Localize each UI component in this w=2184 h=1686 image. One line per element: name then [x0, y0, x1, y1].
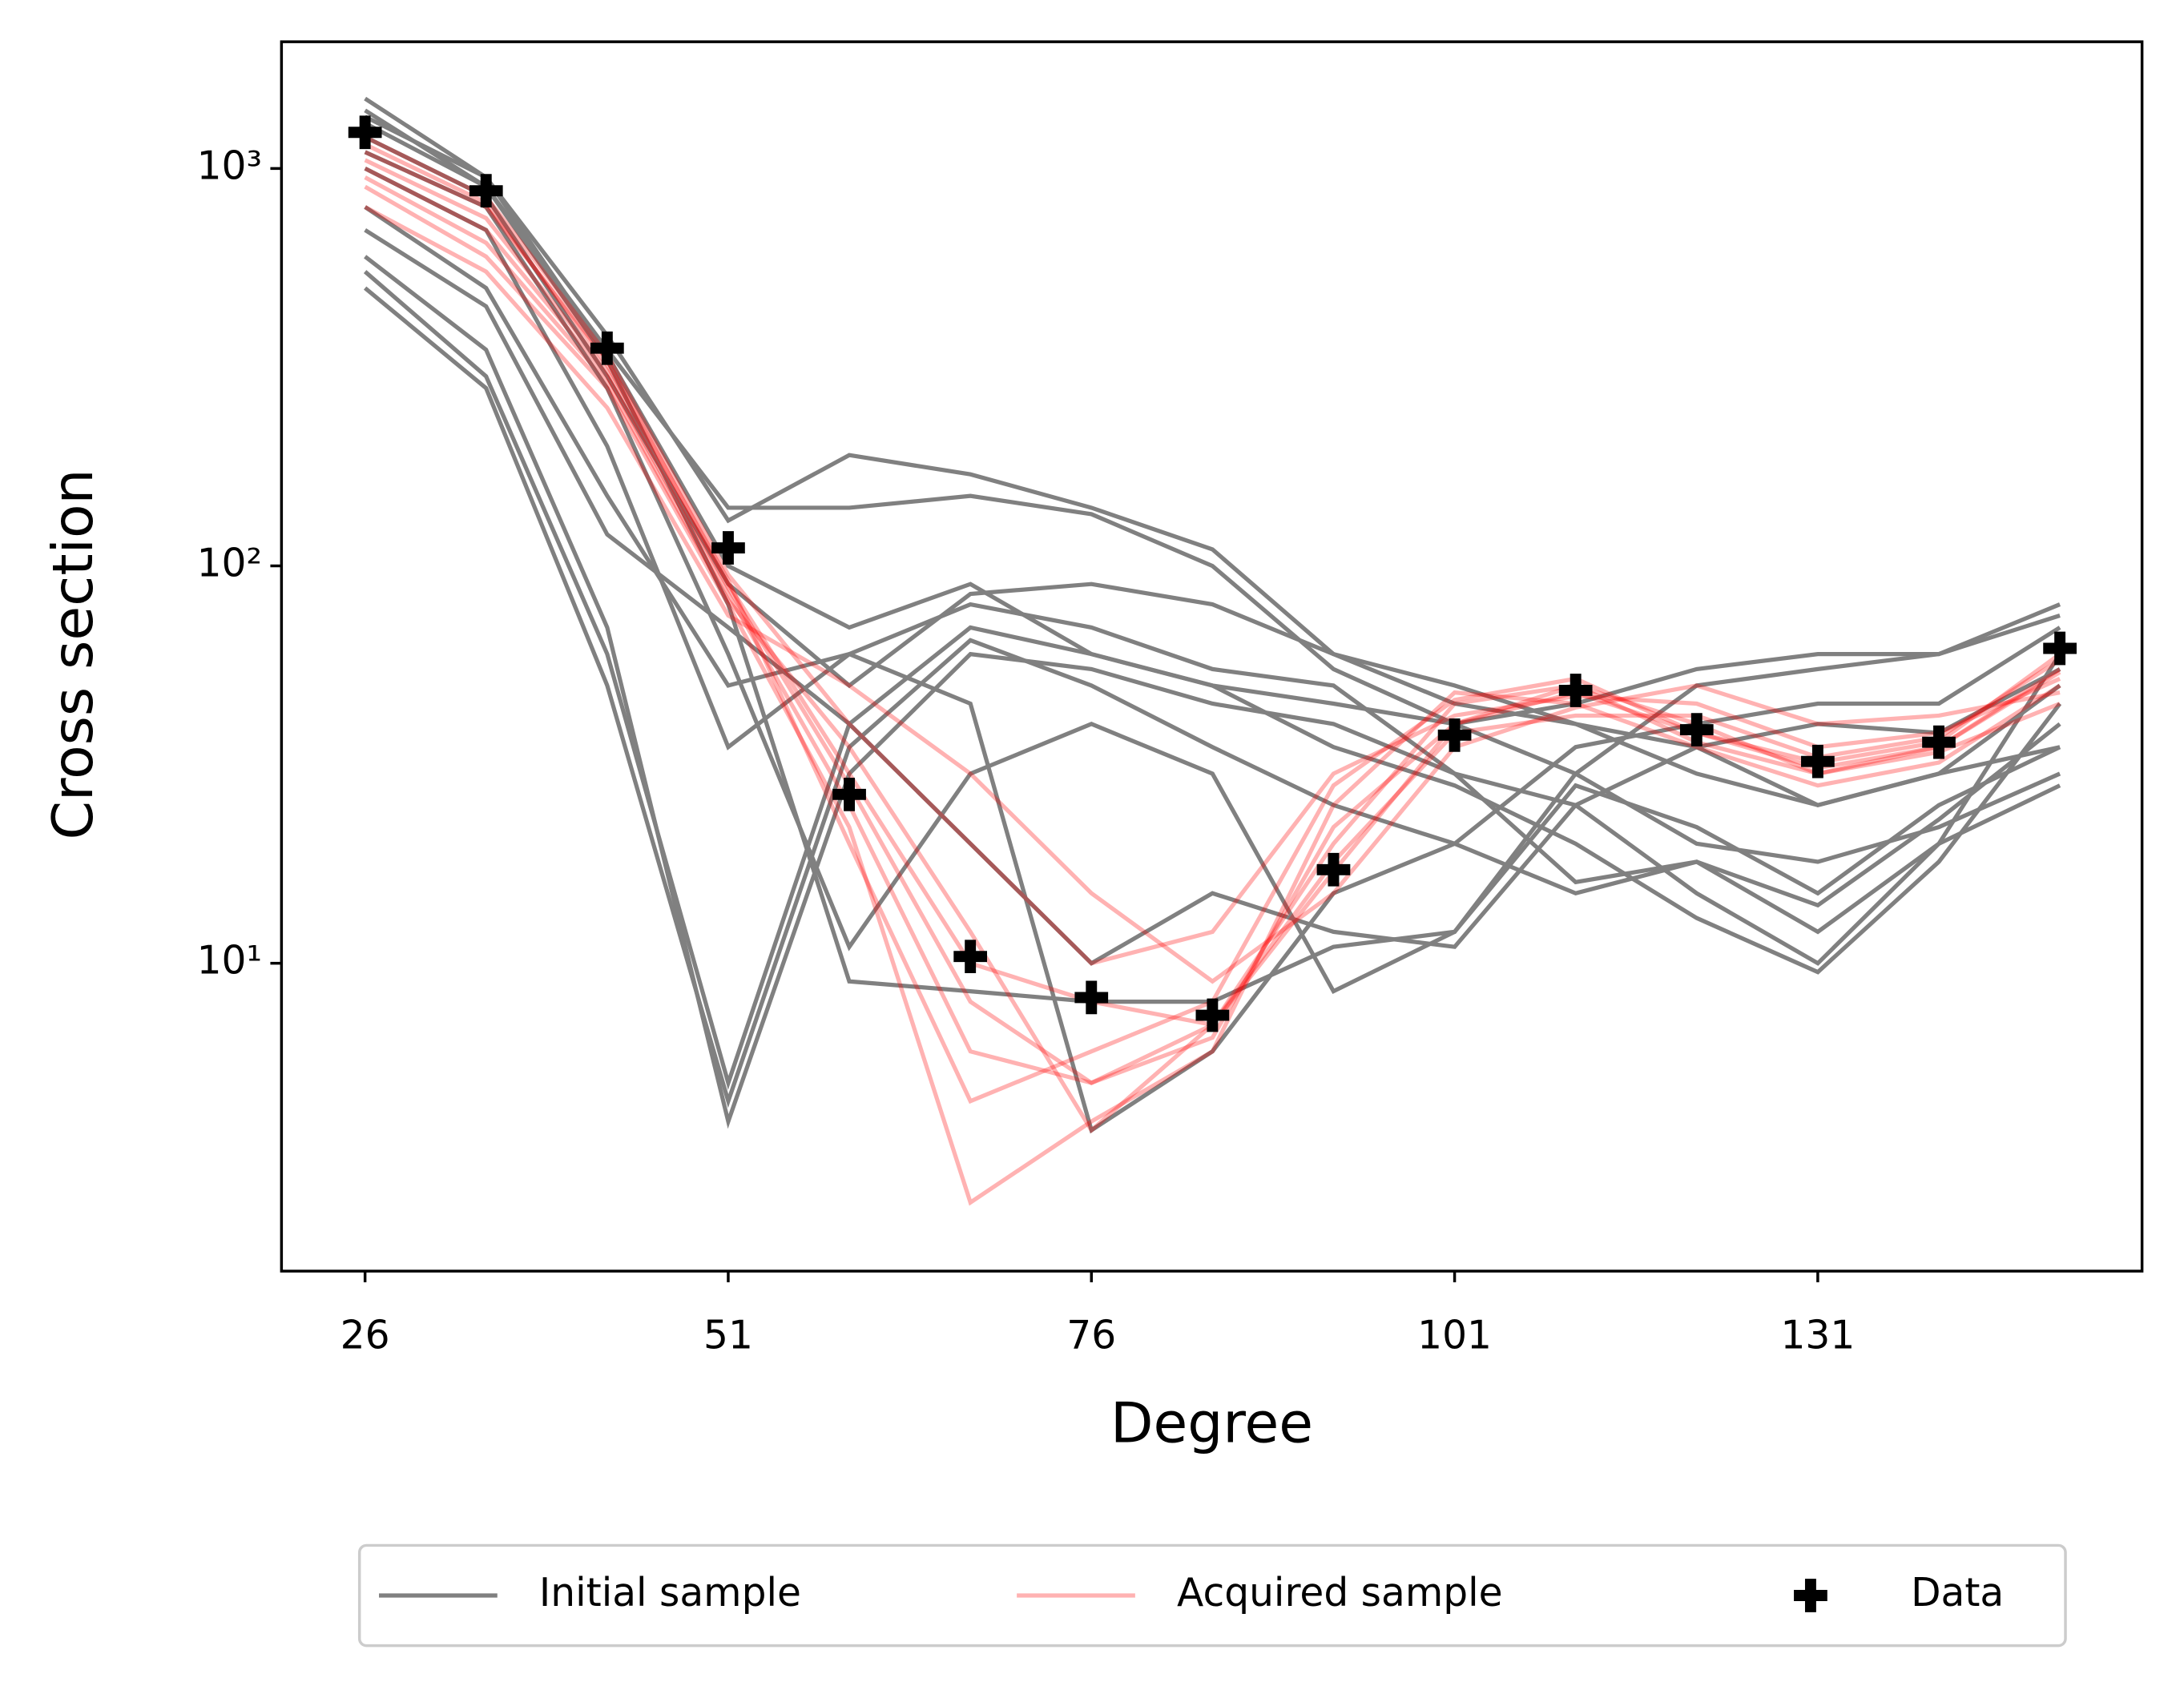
- x-tick-label: 131: [1780, 1313, 1855, 1358]
- data-point: [711, 531, 745, 565]
- data-point: [1074, 980, 1109, 1015]
- x-tick-label: 26: [340, 1313, 390, 1358]
- legend-box: [357, 1543, 2067, 1648]
- sample-line: [364, 96, 2061, 807]
- sample-line: [364, 205, 2061, 984]
- data-point: [348, 115, 382, 150]
- data-point: [1801, 744, 1835, 779]
- data-point: [2043, 631, 2077, 666]
- data-point: [832, 777, 866, 811]
- data-point: [1922, 725, 1956, 759]
- sample-line: [364, 184, 2061, 1206]
- data-point: [1316, 852, 1351, 887]
- sample-line: [364, 158, 2061, 1085]
- sample-line: [363, 286, 2061, 1109]
- legend-swatch: [1794, 1579, 1827, 1612]
- sample-line: [364, 167, 2061, 908]
- x-axis-label: Degree: [1110, 1391, 1313, 1456]
- legend-label: Data: [1911, 1571, 2004, 1616]
- data-point: [1558, 674, 1593, 707]
- y-tick-label: 10³: [197, 143, 262, 188]
- x-tick-label: 76: [1066, 1313, 1116, 1358]
- axes-frame: [280, 40, 2144, 1273]
- y-tick-label: 10¹: [197, 939, 262, 984]
- data-point: [590, 331, 624, 365]
- legend-label: Initial sample: [539, 1571, 801, 1616]
- data-point: [469, 174, 503, 208]
- y-axis-label: Cross section: [41, 469, 106, 839]
- data-point: [1437, 718, 1472, 752]
- sample-line: [364, 205, 2061, 1134]
- x-tick-label: 101: [1417, 1313, 1492, 1358]
- x-tick-label: 51: [703, 1313, 753, 1358]
- sample-line: [364, 115, 2061, 726]
- legend: Initial sample Acquired sample Data: [379, 1571, 2004, 1616]
- sample-line: [364, 150, 2061, 995]
- plot-area: 10¹ 10² 10³ 26 51 76 101 131: [197, 96, 2077, 1358]
- data-point: [1195, 998, 1230, 1032]
- y-tick-label: 10²: [197, 541, 262, 586]
- data-point: [1679, 713, 1714, 746]
- sample-line: [364, 135, 2061, 966]
- data-point: [953, 940, 988, 974]
- sample-line: [364, 108, 2061, 864]
- sample-line: [364, 227, 2061, 966]
- sample-line: [364, 135, 2061, 807]
- legend-label: Acquired sample: [1177, 1571, 1503, 1616]
